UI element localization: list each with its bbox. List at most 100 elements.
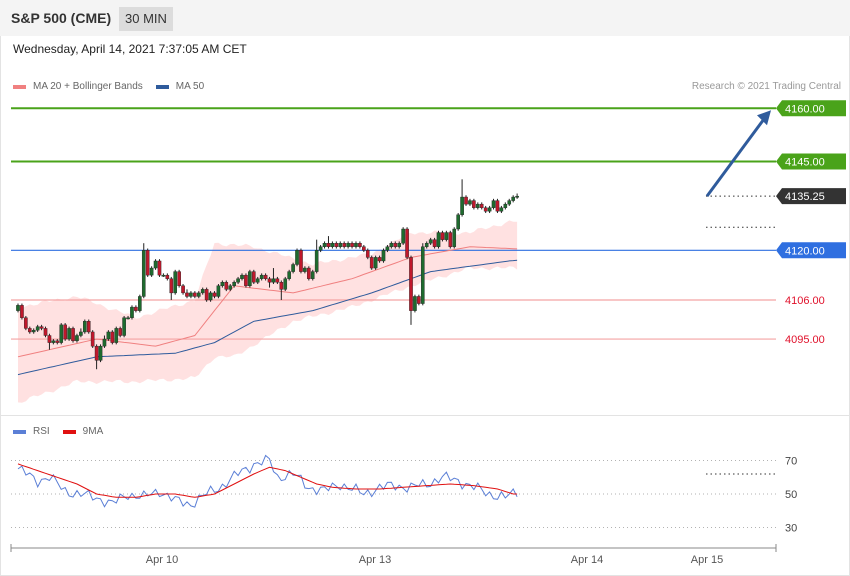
candle xyxy=(200,287,205,295)
candle-body xyxy=(448,232,453,247)
candle xyxy=(275,276,280,285)
candle-body xyxy=(24,317,28,329)
candle xyxy=(86,319,91,334)
candle-body xyxy=(259,274,264,279)
candle xyxy=(47,333,52,350)
legend-item-rsi: RSI xyxy=(13,426,50,437)
candle-body xyxy=(106,331,111,340)
candle xyxy=(436,230,441,249)
candle-body xyxy=(338,242,343,247)
candle-body xyxy=(248,271,252,287)
candle xyxy=(428,237,433,245)
candle xyxy=(479,202,484,210)
candle xyxy=(322,241,327,249)
candles-layer xyxy=(16,179,519,370)
candle xyxy=(35,324,40,332)
candle-body xyxy=(326,242,331,247)
timeframe-badge[interactable]: 30 MIN xyxy=(119,7,173,31)
candle xyxy=(377,255,382,263)
main-legend: MA 20 + Bollinger Bands MA 50 xyxy=(13,81,217,92)
bollinger-band-layer xyxy=(18,220,518,403)
target-arrow-shaft xyxy=(705,115,768,198)
level-tag-bg xyxy=(776,242,846,259)
candle xyxy=(303,266,307,274)
legend-swatch-ma50 xyxy=(155,84,169,89)
candle-body xyxy=(185,292,189,297)
candle xyxy=(409,255,413,325)
candle-body xyxy=(464,196,468,205)
candle-body xyxy=(479,203,484,208)
candle-body xyxy=(495,200,500,212)
candle xyxy=(55,339,60,345)
candle-body xyxy=(303,267,307,272)
candle xyxy=(118,326,122,338)
candle xyxy=(413,294,417,313)
candle xyxy=(20,303,24,320)
target-arrow-head xyxy=(757,110,771,126)
candle-body xyxy=(283,278,288,290)
legend-label-ma20: MA 20 + Bollinger Bands xyxy=(33,81,143,92)
candle-body xyxy=(31,329,36,333)
candle-body xyxy=(263,274,268,279)
candle xyxy=(106,330,111,341)
candle-body xyxy=(255,278,260,283)
candle-body xyxy=(354,242,358,247)
candle xyxy=(314,239,319,274)
candle xyxy=(16,303,20,313)
candle xyxy=(212,291,217,299)
level-tag-bg xyxy=(776,153,846,170)
candle xyxy=(240,273,244,281)
candle xyxy=(189,291,193,299)
candle xyxy=(405,227,409,260)
candle-body xyxy=(204,289,209,301)
bollinger-band xyxy=(18,220,518,403)
candle-body xyxy=(365,250,370,258)
candle xyxy=(385,244,390,253)
legend-label-9ma: 9MA xyxy=(82,426,104,437)
candle xyxy=(448,230,453,249)
candle xyxy=(59,323,64,345)
legend-item-ma20: MA 20 + Bollinger Bands xyxy=(13,81,143,92)
candle xyxy=(224,280,229,292)
candle-body xyxy=(381,250,386,262)
candle xyxy=(98,344,103,363)
candle-body xyxy=(487,207,492,212)
candle xyxy=(39,324,44,331)
candle xyxy=(244,273,248,288)
candle xyxy=(43,326,48,338)
candle-body xyxy=(39,326,44,329)
candle-body xyxy=(314,250,319,272)
candle xyxy=(267,276,272,288)
legend-item-ma50: MA 50 xyxy=(155,81,205,92)
candle-body xyxy=(507,200,512,205)
candle xyxy=(157,259,162,277)
candle-body xyxy=(330,242,335,247)
candle xyxy=(161,273,166,277)
candle xyxy=(220,280,225,288)
ma20-line xyxy=(17,246,518,358)
candle-body xyxy=(393,242,398,247)
candle xyxy=(440,230,445,242)
candle xyxy=(291,262,295,274)
candle xyxy=(279,280,284,300)
level-tag-text: 4160.00 xyxy=(785,103,825,115)
candle-body xyxy=(189,292,193,297)
candle-body xyxy=(71,328,75,342)
candle-body xyxy=(43,328,48,336)
level-tag-text: 4106.00 xyxy=(785,295,825,307)
candle xyxy=(326,236,331,249)
panel-divider xyxy=(0,415,850,416)
candle-body xyxy=(196,292,201,297)
candle xyxy=(236,276,240,285)
candle-body xyxy=(432,239,437,247)
candle-body xyxy=(20,305,24,318)
legend-label-ma50: MA 50 xyxy=(175,81,205,92)
header-bar: S&P 500 (CME) 30 MIN xyxy=(0,0,850,36)
candle-body xyxy=(224,282,229,290)
candle-body xyxy=(110,331,115,343)
candle-body xyxy=(401,228,405,244)
candle-body xyxy=(126,317,130,320)
candle xyxy=(495,198,500,214)
candle xyxy=(251,269,256,285)
